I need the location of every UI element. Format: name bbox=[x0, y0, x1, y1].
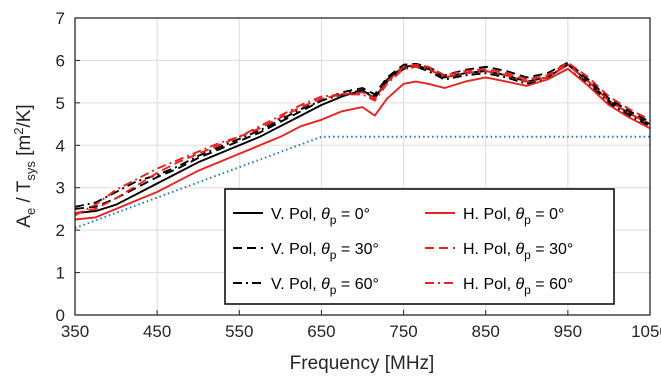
legend: V. Pol, θp = 0° H. Pol, θp = 0°V. Pol, θp… bbox=[224, 188, 615, 305]
legend-label-sub: p bbox=[330, 283, 337, 297]
legend-label: V. Pol, θp = 60° bbox=[271, 276, 379, 297]
legend-label-prefix: V. Pol, bbox=[271, 206, 321, 223]
x-tick-label: 650 bbox=[307, 322, 335, 341]
legend-box bbox=[224, 188, 615, 305]
legend-label-suffix: = 0° bbox=[336, 206, 370, 223]
legend-label-symbol: θ bbox=[321, 241, 330, 258]
y-tick-labels: 0 1 2 3 4 5 6 7 bbox=[56, 9, 65, 325]
legend-label: H. Pol, θp = 30° bbox=[463, 241, 573, 262]
x-tick-label: 450 bbox=[143, 322, 171, 341]
legend-label-prefix: H. Pol, bbox=[463, 276, 515, 293]
series-line-1 bbox=[74, 61, 651, 210]
x-axis-label: Frequency [MHz] bbox=[290, 353, 435, 374]
y-tick-label: 5 bbox=[56, 94, 65, 113]
legend-label-symbol: θ bbox=[515, 206, 524, 223]
y-axis-label: Ae / Tsys [m2/K] bbox=[11, 104, 38, 227]
legend-label-suffix: = 0° bbox=[531, 206, 565, 223]
y-tick-label: 0 bbox=[56, 306, 65, 325]
legend-label-suffix: = 30° bbox=[336, 241, 378, 258]
legend-label-suffix: = 60° bbox=[531, 276, 573, 293]
series-line-3 bbox=[74, 67, 651, 221]
legend-label: H. Pol, θp = 60° bbox=[463, 276, 573, 297]
y-tick-label: 3 bbox=[56, 179, 65, 198]
series-group bbox=[74, 61, 651, 229]
series-line-5 bbox=[74, 63, 651, 217]
legend-label-sub: p bbox=[524, 248, 531, 262]
legend-label-prefix: V. Pol, bbox=[271, 276, 321, 293]
legend-label-sub: p bbox=[524, 213, 531, 227]
legend-label-suffix: = 60° bbox=[336, 276, 378, 293]
plot-frame bbox=[74, 17, 651, 316]
legend-label-suffix: = 30° bbox=[531, 241, 573, 258]
legend-label-prefix: H. Pol, bbox=[463, 206, 515, 223]
legend-label-symbol: θ bbox=[321, 276, 330, 293]
y-tick-label: 2 bbox=[56, 221, 65, 240]
legend-label-symbol: θ bbox=[321, 206, 330, 223]
legend-label-sub: p bbox=[330, 248, 337, 262]
legend-label-prefix: H. Pol, bbox=[463, 241, 515, 258]
x-tick-label: 350 bbox=[61, 322, 89, 341]
legend-label-sub: p bbox=[330, 213, 337, 227]
x-tick-label: 850 bbox=[472, 322, 500, 341]
x-tick-label: 950 bbox=[554, 322, 582, 341]
reference-line bbox=[74, 135, 650, 229]
legend-label-symbol: θ bbox=[515, 241, 524, 258]
x-tick-label: 750 bbox=[389, 322, 417, 341]
x-tick-label: 550 bbox=[225, 322, 253, 341]
legend-label: V. Pol, θp = 30° bbox=[271, 241, 379, 262]
y-tick-label: 7 bbox=[56, 9, 65, 28]
legend-label-symbol: θ bbox=[515, 276, 524, 293]
y-tick-label: 6 bbox=[56, 51, 65, 70]
legend-label-sub: p bbox=[524, 283, 531, 297]
legend-label: V. Pol, θp = 0° bbox=[271, 206, 370, 227]
legend-label-prefix: V. Pol, bbox=[271, 241, 321, 258]
series-line-4 bbox=[74, 61, 651, 215]
y-tick-label: 1 bbox=[56, 264, 65, 283]
y-tick-label: 4 bbox=[56, 136, 65, 155]
legend-label: H. Pol, θp = 0° bbox=[463, 206, 564, 227]
